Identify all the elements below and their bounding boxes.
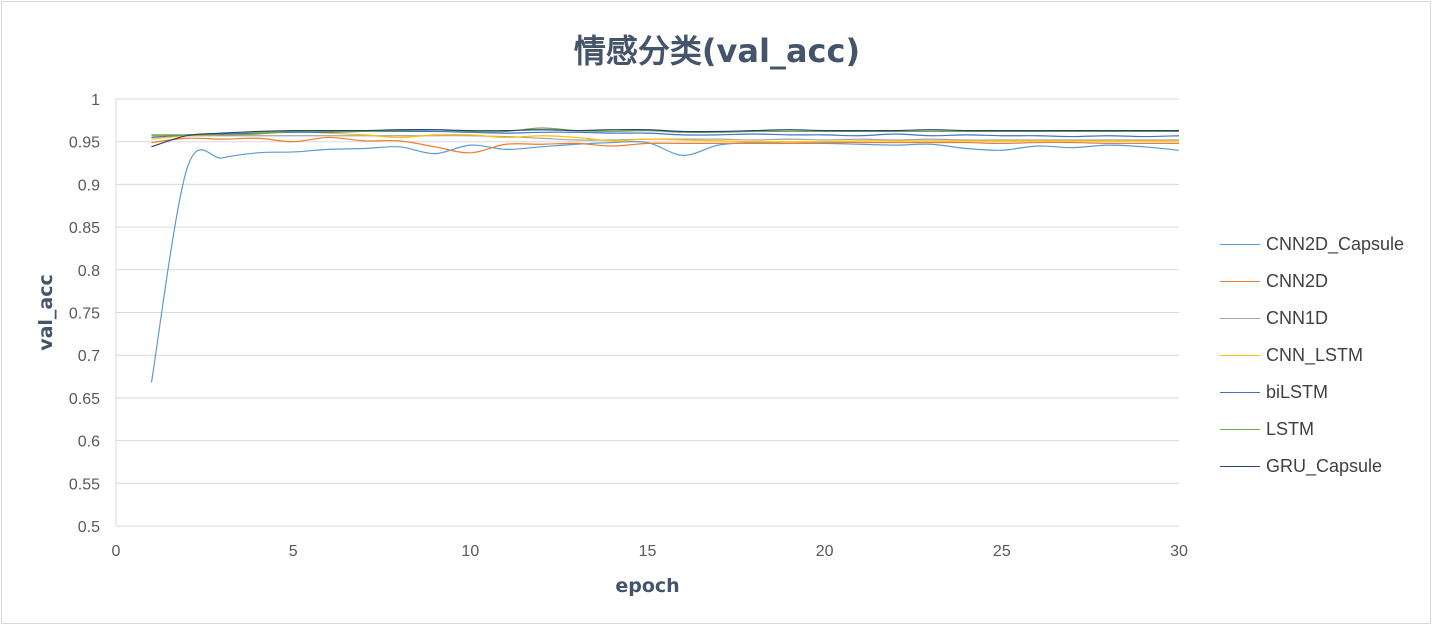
y-axis-title: val_acc	[35, 274, 57, 351]
legend-swatch	[1220, 355, 1260, 356]
legend-swatch	[1220, 466, 1260, 467]
y-tick-label: 0.75	[69, 306, 100, 323]
chart-legend: CNN2D_Capsule CNN2D CNN1D CNN_LSTM biLSTM LST…	[1220, 226, 1404, 485]
x-tick-label: 0	[112, 543, 121, 560]
legend-item-cnn2d-capsule: CNN2D_Capsule	[1220, 226, 1404, 263]
x-tick-label: 10	[461, 543, 479, 560]
legend-swatch	[1220, 244, 1260, 245]
x-axis-title: epoch	[615, 575, 679, 597]
y-tick-label: 0.65	[69, 391, 100, 408]
legend-swatch	[1220, 392, 1260, 393]
legend-label: CNN2D	[1266, 271, 1329, 291]
legend-swatch	[1220, 429, 1260, 430]
y-tick-label: 0.55	[69, 476, 100, 493]
legend-label: CNN1D	[1266, 308, 1329, 328]
chart-title: 情感分类(val_acc)	[573, 32, 861, 70]
y-tick-label: 0.8	[78, 263, 100, 280]
series-line-cnn-lstm	[151, 130, 1179, 143]
legend-item-cnn-lstm: CNN_LSTM	[1220, 337, 1404, 374]
legend-label: CNN2D_Capsule	[1266, 234, 1405, 254]
legend-label: LSTM	[1266, 419, 1315, 439]
legend-item-cnn1d: CNN1D	[1220, 300, 1404, 337]
y-tick-label: 0.5	[78, 519, 100, 536]
legend-item-cnn2d: CNN2D	[1220, 263, 1404, 300]
legend-item-bilstm: biLSTM	[1220, 374, 1404, 411]
legend-item-gru-capsule: GRU_Capsule	[1220, 448, 1404, 485]
x-tick-label: 5	[289, 543, 298, 560]
y-tick-label: 0.6	[78, 434, 100, 451]
y-tick-label: 0.7	[78, 348, 100, 365]
legend-label: CNN_LSTM	[1266, 345, 1364, 365]
series-line-gru-capsule	[151, 128, 1179, 148]
legend-swatch	[1220, 318, 1260, 319]
series-line-bilstm	[151, 130, 1180, 139]
x-tick-label: 20	[816, 543, 834, 560]
series-line-lstm	[151, 127, 1179, 136]
legend-swatch	[1220, 281, 1260, 282]
y-tick-label: 1	[91, 92, 100, 109]
x-tick-label: 25	[993, 543, 1011, 560]
y-tick-label: 0.9	[78, 177, 100, 194]
series-line-cnn2d-capsule	[150, 140, 1180, 383]
legend-item-lstm: LSTM	[1220, 411, 1404, 448]
y-tick-label: 0.95	[69, 135, 100, 152]
y-tick-label: 0.85	[69, 220, 100, 237]
x-tick-label: 30	[1170, 543, 1188, 560]
legend-label: GRU_Capsule	[1266, 456, 1383, 476]
legend-label: biLSTM	[1266, 382, 1329, 402]
x-tick-label: 15	[639, 543, 657, 560]
series-line-cnn2d	[151, 136, 1179, 154]
